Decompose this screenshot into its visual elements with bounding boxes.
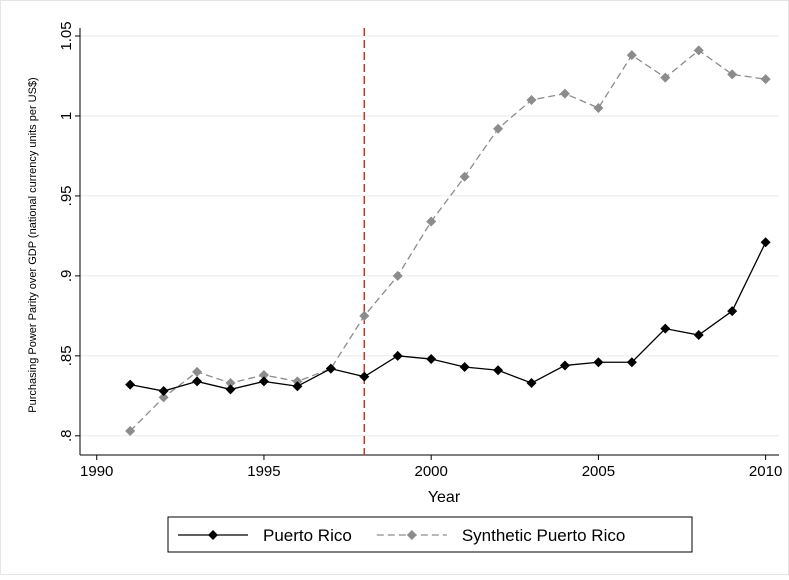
data-point bbox=[359, 310, 370, 321]
y-tick-label: 1 bbox=[58, 112, 75, 120]
data-point bbox=[426, 354, 437, 365]
data-point bbox=[559, 88, 570, 99]
x-tick-label: 2005 bbox=[582, 463, 615, 480]
data-point bbox=[626, 50, 637, 61]
x-tick-label: 2000 bbox=[414, 463, 447, 480]
data-point bbox=[459, 362, 470, 373]
data-point bbox=[593, 102, 604, 113]
data-point bbox=[693, 330, 704, 341]
data-point bbox=[727, 69, 738, 80]
legend-marker bbox=[406, 530, 417, 540]
y-tick-label: .95 bbox=[58, 185, 75, 206]
legend-marker bbox=[208, 530, 218, 540]
data-point bbox=[626, 357, 637, 368]
data-point bbox=[727, 306, 738, 317]
legend-label: Synthetic Puerto Rico bbox=[462, 526, 625, 545]
x-axis-label: Year bbox=[428, 489, 461, 506]
data-point bbox=[526, 378, 537, 389]
y-tick-label: 1.05 bbox=[58, 21, 75, 50]
data-point bbox=[493, 123, 504, 134]
data-point bbox=[158, 392, 169, 403]
x-tick-label: 1990 bbox=[80, 463, 113, 480]
data-point bbox=[593, 357, 604, 368]
y-axis-label: Purchasing Power Parity over GDP (nation… bbox=[27, 77, 39, 412]
data-point bbox=[426, 216, 437, 227]
data-point bbox=[493, 365, 504, 376]
data-point bbox=[192, 366, 203, 377]
legend-box bbox=[167, 516, 693, 553]
legend-label: Puerto Rico bbox=[263, 526, 352, 545]
data-point bbox=[459, 171, 470, 182]
data-point bbox=[660, 323, 671, 334]
data-point bbox=[258, 376, 269, 387]
data-point bbox=[125, 379, 136, 390]
data-point bbox=[125, 426, 136, 437]
data-point bbox=[559, 360, 570, 371]
data-point bbox=[292, 381, 303, 392]
data-point bbox=[526, 94, 537, 105]
series-line bbox=[130, 242, 767, 392]
y-tick-label: .8 bbox=[58, 430, 75, 443]
data-point bbox=[760, 237, 771, 248]
y-tick-label: .9 bbox=[58, 270, 75, 283]
data-point bbox=[225, 384, 236, 395]
data-point bbox=[359, 371, 370, 382]
data-point bbox=[693, 45, 704, 56]
x-tick-label: 1995 bbox=[247, 463, 280, 480]
data-point bbox=[392, 350, 403, 361]
series-line bbox=[129, 49, 766, 432]
data-point bbox=[760, 74, 771, 85]
y-tick-label: .85 bbox=[58, 345, 75, 366]
data-point bbox=[392, 270, 403, 281]
data-point bbox=[258, 370, 269, 381]
legend: Puerto Rico Synthetic Puerto Rico bbox=[167, 516, 693, 553]
data-point bbox=[660, 72, 671, 83]
data-point bbox=[325, 363, 336, 374]
data-point bbox=[158, 386, 169, 397]
data-point bbox=[225, 378, 236, 389]
data-point bbox=[192, 376, 203, 387]
x-tick-label: 2010 bbox=[749, 463, 782, 480]
